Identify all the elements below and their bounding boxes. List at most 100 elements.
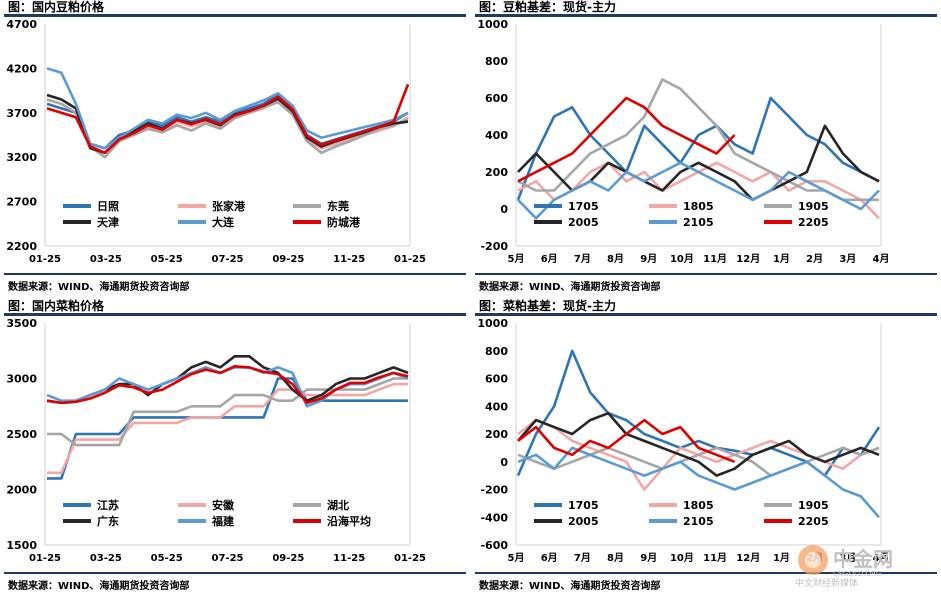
y-tick-label: 4200 [6, 62, 37, 75]
x-tick-label: 5月 [508, 552, 525, 564]
x-tick-label: 9月 [640, 253, 657, 265]
y-tick-label: -200 [480, 484, 508, 497]
y-tick-label: 0 [500, 203, 508, 216]
watermark-brand: 中金网 [833, 547, 893, 571]
series-line-5 [46, 83, 410, 155]
y-tick-label: 2000 [6, 484, 37, 497]
source-text: 数据来源：WIND、海通期货投资咨询部 [8, 581, 190, 592]
x-tick-label: 11月 [703, 253, 727, 265]
x-tick-label: 09-25 [272, 553, 304, 564]
legend-label: 江苏 [97, 498, 119, 512]
x-tick-label: 03-25 [90, 254, 122, 265]
x-tick-label: 01-25 [394, 553, 426, 564]
legend-label: 2005 [568, 216, 599, 229]
y-tick-label: 200 [485, 166, 508, 179]
series-line-0 [516, 96, 880, 201]
x-tick-label: 11月 [703, 552, 727, 564]
y-tick-label: 3000 [6, 373, 37, 386]
y-tick-label: -200 [480, 240, 508, 253]
legend-label: 1705 [568, 200, 599, 213]
title-rule [475, 14, 937, 17]
chart-title: 图：国内菜粕价格 [8, 299, 105, 313]
y-tick-label: 1000 [477, 18, 508, 31]
y-tick-label: 600 [485, 92, 508, 105]
x-tick-label: 8月 [607, 253, 624, 265]
y-tick-label: 800 [485, 55, 508, 68]
legend-label: 2205 [798, 515, 829, 528]
legend-label: 1705 [568, 499, 599, 512]
legend-label: 东莞 [327, 199, 349, 213]
y-tick-label: 400 [485, 129, 508, 142]
legend-label: 2205 [798, 216, 829, 229]
watermark-tagline: 中文财经新媒体 [795, 577, 858, 588]
x-tick-label: 01-25 [29, 553, 61, 564]
series-line-5 [517, 96, 736, 183]
x-tick-label: 12月 [736, 552, 760, 564]
watermark-inner-icon [805, 552, 821, 568]
y-tick-label: 200 [485, 428, 508, 441]
legend-label: 2105 [683, 216, 714, 229]
chart-panel-rapemeal-basis: 图：菜粕基差：现货-主力 1000 800 600 400 200 0 -200 -400 -6… [471, 299, 941, 598]
y-tick-label: 400 [485, 400, 508, 413]
legend-label: 2105 [683, 515, 714, 528]
chart-panel-rapemeal-price: 图：国内菜粕价格 3500 3000 2500 2000 1500 01-25 03-25 0… [0, 299, 470, 598]
legend-label: 防城港 [327, 215, 361, 229]
series-line-2 [517, 78, 879, 202]
series-line-2 [47, 377, 408, 447]
legend-label: 安徽 [212, 498, 235, 512]
x-tick-label: 6月 [541, 253, 558, 265]
legend-label: 湖北 [327, 498, 349, 512]
x-tick-label: 11-25 [333, 254, 365, 265]
bottom-rule [475, 273, 937, 275]
legend-label: 大连 [212, 215, 235, 229]
legend-label: 1805 [683, 200, 714, 213]
series-line-4 [46, 67, 409, 150]
x-tick-label: 09-25 [272, 254, 304, 265]
y-tick-label: -600 [480, 539, 508, 552]
x-tick-label: 1月 [773, 253, 790, 265]
x-tick-label: 2月 [806, 253, 823, 265]
legend-label: 天津 [97, 215, 119, 229]
y-tick-label: 3700 [6, 107, 37, 120]
x-tick-label: 4月 [873, 552, 890, 564]
y-tick-label: 2200 [6, 240, 37, 253]
y-tick-label: -400 [480, 511, 508, 524]
watermark-domain: CNGOLD.ORG [833, 570, 881, 578]
y-tick-label: 2700 [6, 196, 37, 209]
x-tick-label: 3月 [839, 253, 856, 265]
series-line-2 [46, 98, 409, 159]
x-tick-label: 1月 [773, 552, 790, 564]
chart-title: 图：菜粕基差：现货-主力 [479, 299, 616, 313]
x-tick-label: 05-25 [151, 553, 183, 564]
y-tick-label: 1000 [477, 317, 508, 330]
legend-label: 福建 [211, 514, 235, 528]
x-tick-label: 4月 [873, 253, 890, 265]
series-line-5 [46, 364, 409, 405]
x-tick-label: 03-25 [90, 553, 122, 564]
x-tick-label: 01-25 [29, 254, 61, 265]
y-tick-label: 600 [485, 373, 508, 386]
y-tick-label: 0 [500, 456, 508, 469]
series-line-3 [517, 411, 880, 477]
bottom-rule [4, 572, 466, 574]
chart-panel-soymeal-basis: 图：豆粕基差：现货-主力 1000 800 600 400 200 0 -200 5月 6月 7月… [471, 0, 941, 299]
chart-panel-soymeal-price: 图：国内豆粕价格 4700 4200 3700 3200 2700 2200 01-25 03… [0, 0, 470, 299]
x-tick-label: 07-25 [212, 254, 244, 265]
x-tick-label: 10月 [670, 552, 694, 564]
title-rule [475, 313, 937, 316]
x-tick-label: 7月 [574, 552, 591, 564]
legend-label: 1905 [798, 499, 829, 512]
x-tick-label: 6月 [541, 552, 558, 564]
y-tick-label: 3500 [6, 317, 37, 330]
series-line-0 [516, 349, 881, 477]
x-tick-label: 7月 [574, 253, 591, 265]
legend-label: 1905 [798, 200, 829, 213]
y-tick-label: 3200 [6, 151, 37, 164]
source-text: 数据来源：WIND、海通期货投资咨询部 [479, 282, 661, 293]
x-tick-label: 10月 [670, 253, 694, 265]
source-text: 数据来源：WIND、海通期货投资咨询部 [479, 581, 661, 592]
